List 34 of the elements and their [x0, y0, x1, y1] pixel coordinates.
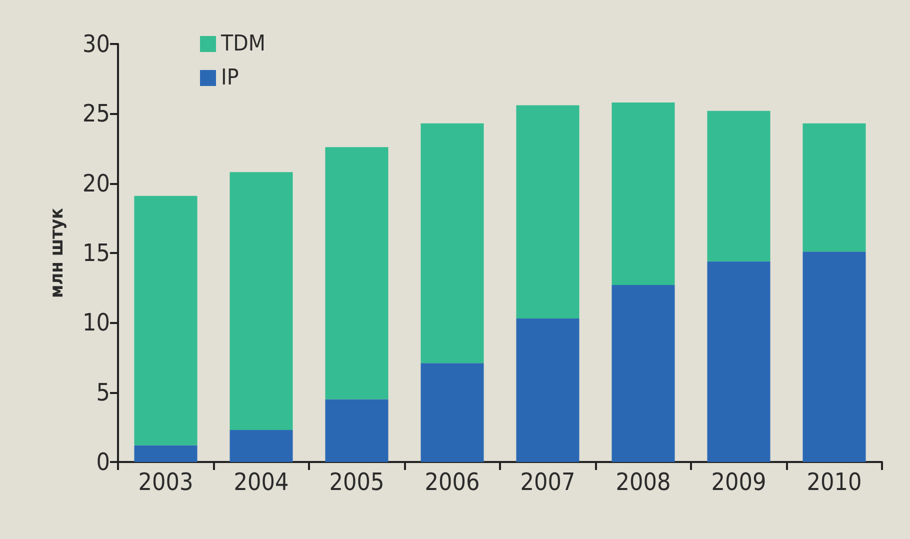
- bar: [612, 285, 675, 462]
- bar: [516, 105, 580, 318]
- bar: [420, 363, 484, 462]
- x-tick-label: 2003: [138, 468, 194, 496]
- y-tick-label: 30: [82, 30, 110, 58]
- x-tick-label: 2007: [520, 468, 576, 496]
- bar: [230, 172, 293, 430]
- y-tick-label: 5: [96, 378, 110, 406]
- bar: [707, 261, 770, 462]
- bar: [134, 196, 198, 446]
- x-tick-label: 2009: [711, 468, 766, 496]
- bar: [612, 102, 675, 286]
- bar: [325, 399, 388, 462]
- y-tick-label: 10: [82, 308, 110, 337]
- y-axis-title: млн штук: [46, 208, 68, 298]
- x-tick-label: 2008: [616, 468, 671, 496]
- bar: [802, 252, 866, 462]
- x-tick-label: 2005: [329, 468, 384, 496]
- y-tick-label: 15: [82, 239, 110, 267]
- y-tick-label: 25: [82, 100, 110, 128]
- legend-label: TDM: [220, 32, 266, 56]
- y-tick-label: 20: [82, 169, 110, 198]
- x-tick-label: 2006: [424, 468, 480, 496]
- x-tick-label: 2004: [234, 468, 289, 496]
- x-tick-label: 2010: [806, 468, 862, 496]
- bar: [707, 110, 770, 262]
- y-tick-label: 0: [96, 448, 110, 476]
- bar: [516, 318, 580, 462]
- bar: [230, 430, 293, 462]
- bar: [802, 123, 866, 252]
- bar: [420, 123, 484, 364]
- legend-label: IP: [221, 66, 239, 90]
- bar: [134, 445, 198, 462]
- bar: [325, 147, 388, 400]
